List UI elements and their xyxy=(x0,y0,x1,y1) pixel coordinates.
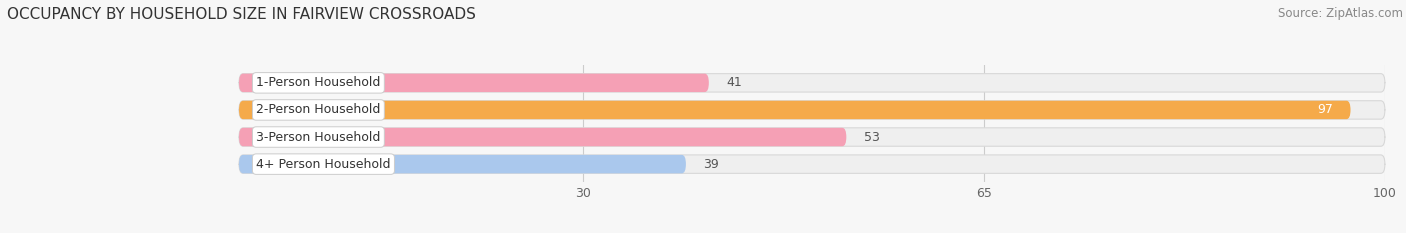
Text: 3-Person Household: 3-Person Household xyxy=(256,130,381,144)
Text: 53: 53 xyxy=(863,130,879,144)
Text: 4+ Person Household: 4+ Person Household xyxy=(256,158,391,171)
FancyBboxPatch shape xyxy=(239,128,846,146)
Text: 97: 97 xyxy=(1317,103,1333,116)
Text: 41: 41 xyxy=(725,76,742,89)
FancyBboxPatch shape xyxy=(239,74,709,92)
Text: Source: ZipAtlas.com: Source: ZipAtlas.com xyxy=(1278,7,1403,20)
Text: 39: 39 xyxy=(703,158,718,171)
FancyBboxPatch shape xyxy=(239,74,1385,92)
Text: 2-Person Household: 2-Person Household xyxy=(256,103,381,116)
Text: OCCUPANCY BY HOUSEHOLD SIZE IN FAIRVIEW CROSSROADS: OCCUPANCY BY HOUSEHOLD SIZE IN FAIRVIEW … xyxy=(7,7,475,22)
FancyBboxPatch shape xyxy=(239,101,1385,119)
FancyBboxPatch shape xyxy=(239,101,1351,119)
FancyBboxPatch shape xyxy=(239,155,686,173)
FancyBboxPatch shape xyxy=(239,155,1385,173)
Text: 1-Person Household: 1-Person Household xyxy=(256,76,381,89)
FancyBboxPatch shape xyxy=(239,128,1385,146)
